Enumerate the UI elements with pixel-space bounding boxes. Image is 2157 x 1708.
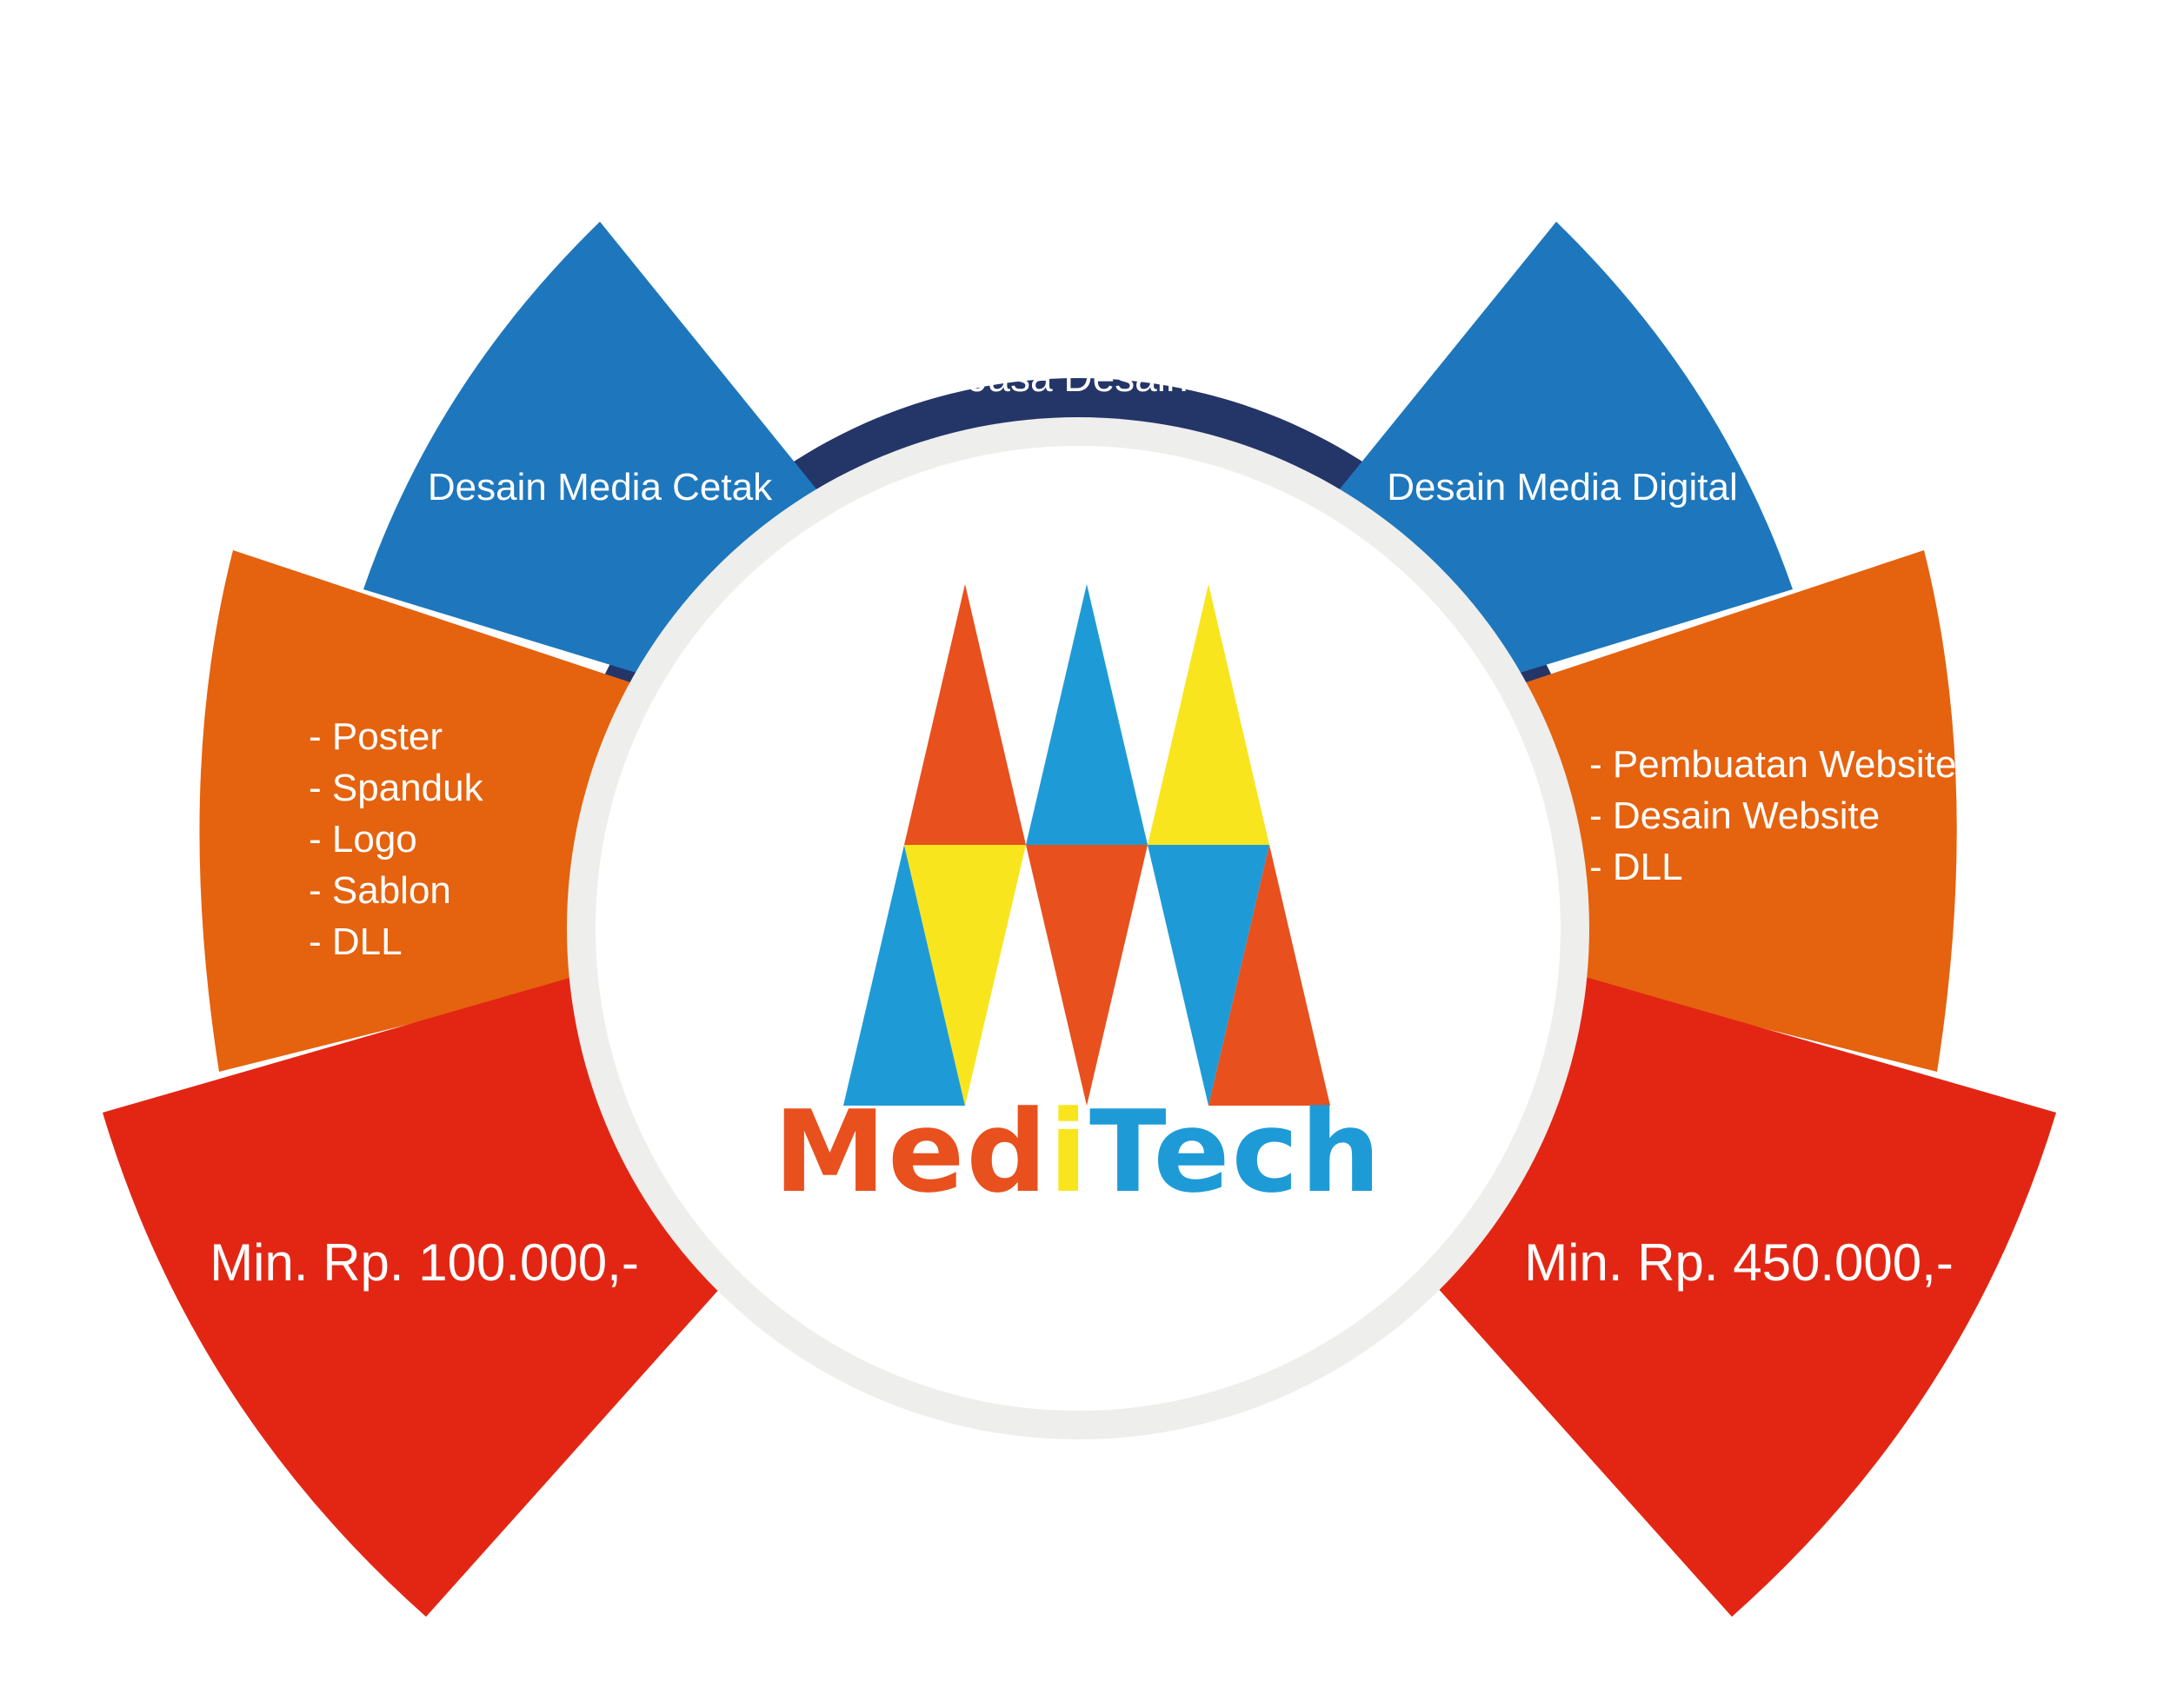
list-item: - DLL <box>1589 846 1683 888</box>
logo-triangle-4 <box>843 845 965 1106</box>
right-blue-sector <box>1335 222 1793 674</box>
logo-triangle-6 <box>1026 845 1148 1106</box>
left-price: Min. Rp. 100.000,- <box>210 1233 639 1292</box>
m-logo-mark <box>843 584 1330 1106</box>
logo-triangle-8 <box>1208 845 1330 1106</box>
left-category-label: Desain Media Cetak <box>428 466 773 508</box>
logo-triangle-7 <box>1148 845 1269 1106</box>
list-item: - Sablon <box>309 869 451 912</box>
right-category-label: Desain Media Digital <box>1387 466 1738 508</box>
logo-letter: e <box>888 1086 966 1218</box>
header-title: MediTech <box>955 235 1201 299</box>
right-items-list: - Pembuatan Website - Desain Website - D… <box>1589 743 1956 888</box>
list-item: - DLL <box>309 920 403 963</box>
list-item: - Pembuatan Website <box>1589 743 1956 786</box>
list-item: - Poster <box>309 715 443 758</box>
header-subtitle-1: Media Teknologi <box>934 305 1222 350</box>
right-price: Min. Rp. 450.000,- <box>1524 1233 1954 1292</box>
logo-letter: M <box>774 1086 888 1218</box>
logo-wordmark: MediTech <box>774 1086 1382 1218</box>
left-items-list: - Poster - Spanduk - Logo - Sablon - DLL <box>309 715 484 963</box>
logo-letter: T <box>1089 1086 1166 1218</box>
right-orange-sector <box>1487 550 1957 1072</box>
right-red-sector <box>1436 967 2056 1617</box>
list-item: - Desain Website <box>1589 794 1880 837</box>
logo-letter: i <box>1049 1086 1089 1218</box>
logo-triangle-3 <box>1148 584 1269 845</box>
logo-letter: e <box>1153 1086 1231 1218</box>
left-orange-sector <box>199 550 669 1072</box>
list-item: - Spanduk <box>309 767 484 809</box>
logo-triangle-1 <box>904 584 1026 845</box>
logo-triangle-5 <box>904 845 1026 1106</box>
left-blue-sector <box>363 222 822 674</box>
header-subtitle-2: Jasa Desain <box>968 355 1188 400</box>
logo-letter: h <box>1301 1086 1383 1218</box>
logo-letter: d <box>966 1086 1049 1218</box>
logo-triangle-2 <box>1026 584 1148 845</box>
logo-letter: c <box>1232 1086 1301 1218</box>
left-red-sector <box>103 967 722 1617</box>
list-item: - Logo <box>309 818 417 861</box>
